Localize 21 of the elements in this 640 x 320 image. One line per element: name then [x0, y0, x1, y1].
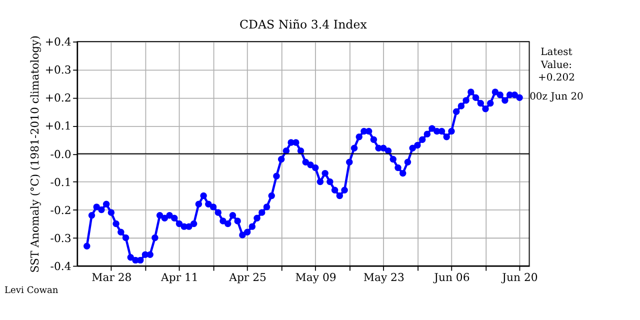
text: Levi Cowan [4, 286, 58, 296]
y-tick-label: +0.1 [44, 120, 72, 133]
y-tick-label: +0.2 [44, 92, 72, 105]
y-tick-label: -0.1 [50, 176, 72, 189]
x-tick-label: May 23 [363, 270, 404, 284]
y-tick-label: -0.3 [50, 232, 72, 245]
x-tick-label: Apr 25 [228, 270, 266, 284]
x-tick-label: Jun 06 [433, 270, 470, 284]
text: 00z Jun 20 [530, 92, 584, 103]
x-tick-label: Jun 20 [501, 270, 538, 284]
x-tick-label: Mar 28 [92, 270, 132, 284]
y-tick-label: -0.4 [50, 260, 72, 273]
x-tick-label: Apr 11 [160, 270, 198, 284]
x-tick-label: May 09 [295, 270, 336, 284]
y-tick-label: -0.0 [50, 148, 72, 161]
y-tick-label: -0.2 [50, 204, 72, 217]
text: Latest Value: +0.202 [538, 47, 575, 84]
chart-title: CDAS Niño 3.4 Index [240, 17, 368, 32]
y-tick-label: +0.3 [44, 64, 72, 77]
y-axis-title: SST Anomaly (°C) (1981-2010 climatology) [28, 36, 42, 273]
y-tick-label: +0.4 [44, 36, 72, 49]
